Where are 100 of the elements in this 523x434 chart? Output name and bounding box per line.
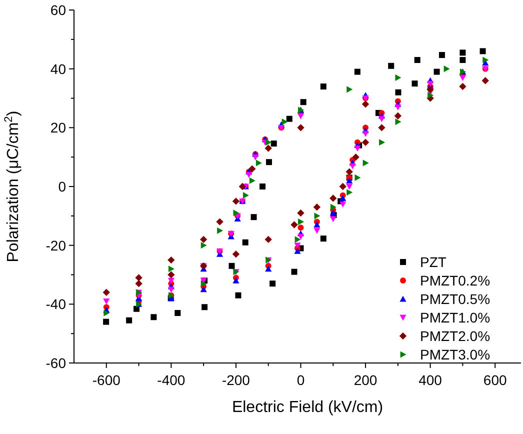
- point: [126, 317, 132, 324]
- point: [378, 116, 386, 122]
- x-tick-label: 400: [418, 372, 442, 388]
- point: [242, 192, 249, 199]
- point: [200, 280, 207, 287]
- point: [362, 138, 370, 146]
- point: [168, 286, 174, 293]
- point: [362, 100, 370, 108]
- point: [294, 236, 301, 243]
- point: [346, 189, 353, 196]
- point: [395, 89, 402, 96]
- point: [346, 168, 353, 176]
- point: [426, 86, 434, 94]
- point: [339, 182, 346, 190]
- point: [330, 194, 337, 202]
- point: [346, 184, 353, 190]
- point: [264, 236, 272, 244]
- point: [264, 144, 272, 152]
- point: [346, 86, 353, 93]
- point: [135, 274, 142, 282]
- point: [330, 210, 336, 216]
- y-tick-label: 60: [50, 2, 66, 18]
- point: [394, 104, 402, 110]
- y-tick-label: -20: [46, 237, 66, 254]
- point: [150, 314, 157, 320]
- point: [168, 278, 174, 284]
- point: [266, 139, 272, 146]
- point: [291, 268, 298, 275]
- point: [438, 52, 445, 58]
- point: [459, 82, 466, 90]
- point: [362, 160, 369, 166]
- point: [249, 177, 256, 184]
- point: [235, 292, 242, 298]
- point: [354, 146, 361, 152]
- point: [434, 68, 440, 75]
- point: [346, 177, 353, 184]
- point: [174, 310, 181, 316]
- point: [388, 62, 394, 69]
- point: [378, 124, 386, 132]
- point: [103, 318, 110, 325]
- legend-label: PMZT1.0%: [420, 310, 490, 326]
- point: [320, 83, 326, 90]
- point: [297, 124, 304, 132]
- point: [482, 56, 489, 64]
- legend-label: PMZT3.0%: [420, 346, 490, 362]
- point: [444, 66, 450, 72]
- point: [297, 113, 304, 120]
- point: [379, 139, 386, 146]
- legend-label: PZT: [420, 254, 447, 270]
- point: [330, 204, 336, 210]
- point: [414, 57, 420, 64]
- x-tick-label: -600: [92, 372, 121, 388]
- x-tick-label: 200: [354, 372, 378, 388]
- point: [216, 218, 224, 226]
- point: [286, 116, 292, 122]
- x-tick-label: -200: [222, 372, 250, 388]
- point: [349, 163, 356, 170]
- point: [300, 99, 306, 106]
- point: [314, 212, 320, 220]
- point: [233, 210, 240, 216]
- point: [480, 48, 486, 54]
- point: [340, 201, 346, 208]
- point: [103, 298, 110, 305]
- point: [135, 280, 142, 288]
- point: [352, 153, 360, 161]
- y-tick-label: 0: [58, 178, 66, 194]
- point: [260, 184, 266, 190]
- x-axis-title: Electric Field (kV/cm): [232, 399, 384, 416]
- point: [270, 140, 277, 147]
- legend-label: PMZT2.0%: [420, 328, 490, 344]
- point: [232, 277, 240, 284]
- point: [313, 203, 321, 211]
- x-tick-label: -400: [157, 372, 186, 388]
- point: [200, 236, 208, 244]
- point: [294, 242, 301, 249]
- point: [294, 248, 301, 254]
- point: [102, 288, 110, 296]
- point: [265, 266, 272, 272]
- point: [200, 242, 207, 249]
- point: [256, 160, 262, 166]
- point: [459, 74, 466, 81]
- point: [248, 165, 256, 172]
- point: [232, 250, 240, 258]
- point: [330, 216, 336, 222]
- y-tick-label: -40: [46, 296, 66, 312]
- point: [395, 74, 402, 81]
- point: [168, 266, 174, 272]
- y-tick-label: 20: [50, 120, 66, 136]
- point: [270, 280, 276, 287]
- point: [242, 239, 248, 246]
- point: [314, 228, 320, 234]
- point: [290, 221, 298, 228]
- point: [482, 77, 489, 84]
- point: [428, 92, 434, 99]
- point: [232, 198, 240, 205]
- point: [217, 227, 224, 234]
- point: [314, 221, 320, 228]
- legend-label: PMZT0.2%: [420, 272, 490, 288]
- point: [354, 174, 361, 181]
- point: [460, 50, 466, 56]
